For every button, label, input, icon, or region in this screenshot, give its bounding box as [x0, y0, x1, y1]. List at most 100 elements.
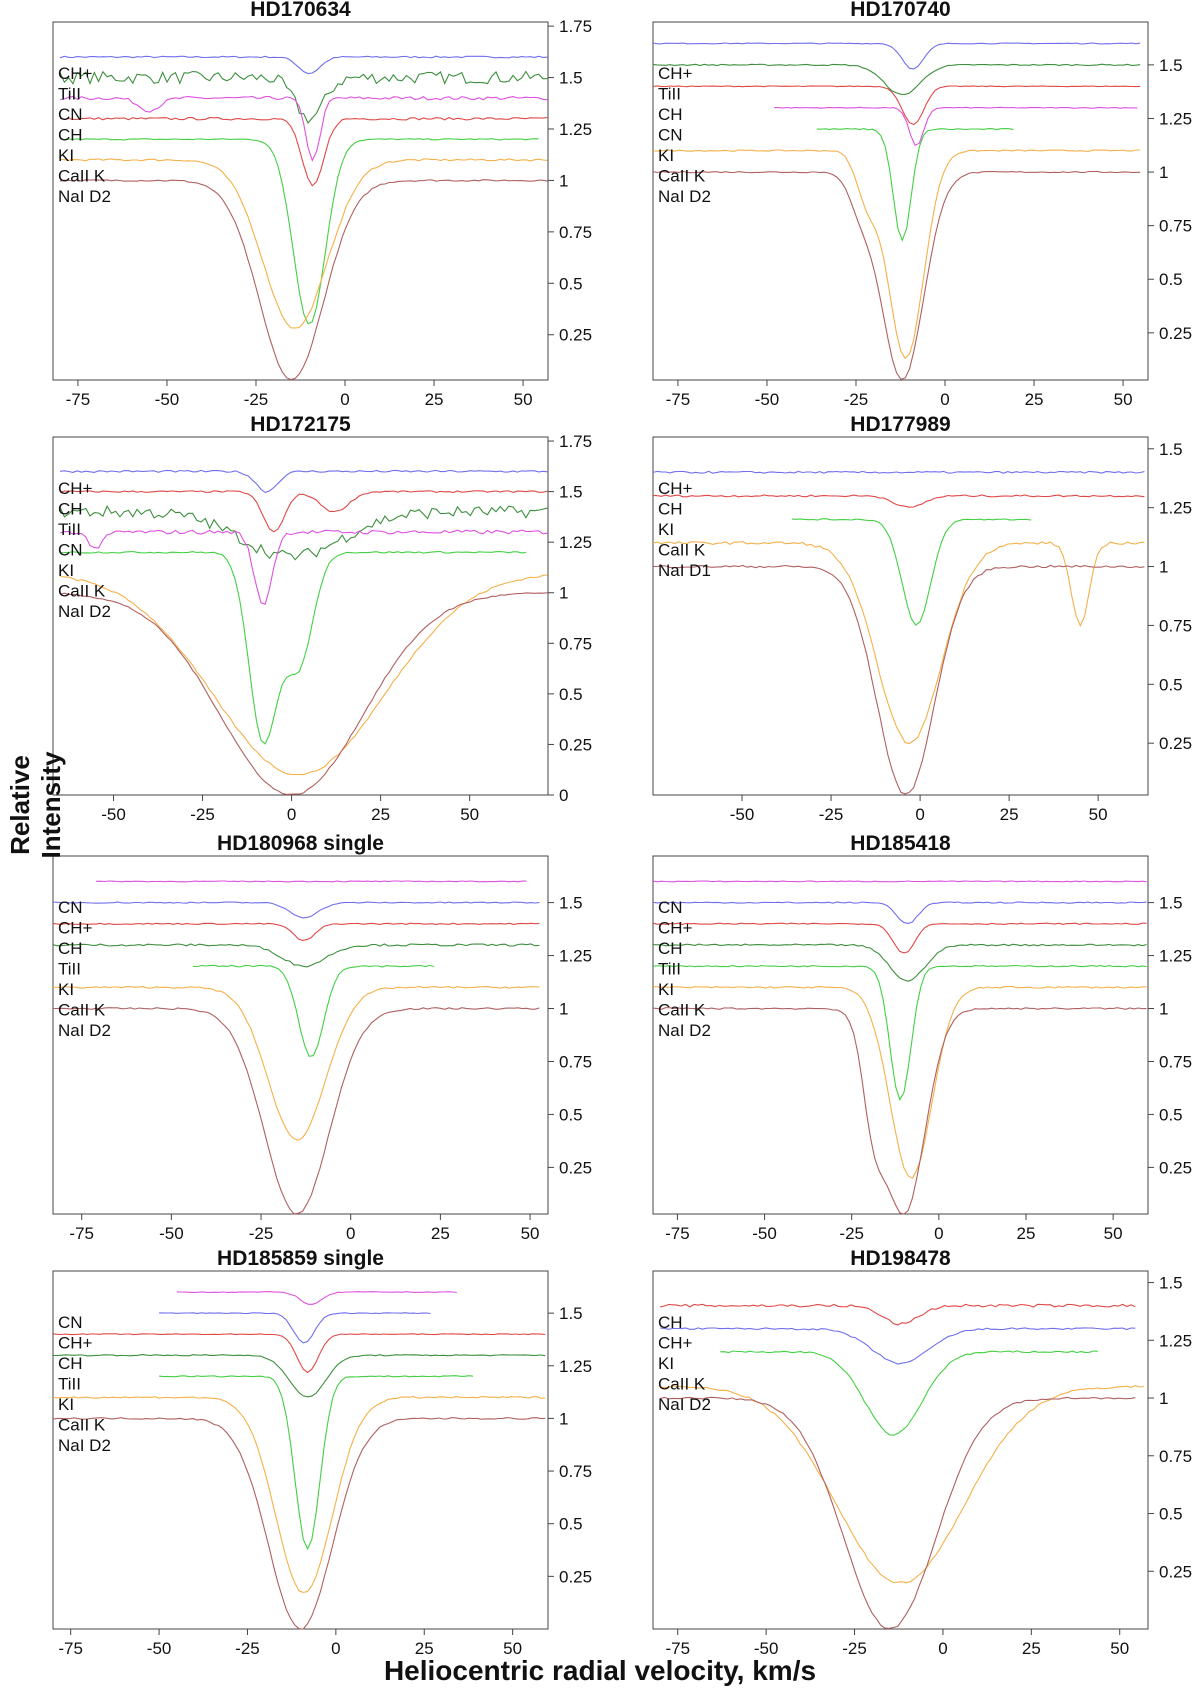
legend-label: TiII — [58, 960, 81, 979]
series-line-caii-k — [660, 1385, 1144, 1584]
y-tick-label: 0.25 — [559, 735, 592, 754]
series-line-caii-k — [60, 158, 548, 329]
series-line-ch- — [660, 1327, 1136, 1365]
legend-label: KI — [58, 146, 74, 165]
series-line-tiii — [652, 63, 1141, 95]
y-tick-label: 0.5 — [559, 685, 583, 704]
y-tick-label: 0.5 — [1159, 270, 1183, 289]
x-tick-label: 50 — [514, 390, 533, 409]
y-tick-label: 1.25 — [559, 120, 592, 139]
legend-label: CH+ — [58, 479, 93, 498]
series-line-ch — [59, 116, 548, 187]
series-line-nai-d1 — [652, 564, 1145, 795]
legend-label: CN — [58, 1313, 83, 1332]
legend-label: CH — [58, 126, 83, 145]
y-tick-label: 1.25 — [559, 1357, 592, 1376]
x-tick-label: -75 — [666, 390, 691, 409]
y-tick-label: 1.25 — [1159, 947, 1192, 966]
plot-frame — [652, 855, 1149, 1215]
series-line-tiii — [59, 504, 548, 561]
y-tick-label: 0.5 — [1159, 1105, 1183, 1124]
x-tick-label: -50 — [101, 805, 126, 824]
x-tick-label: -75 — [665, 1224, 690, 1243]
plot-frame — [52, 21, 549, 381]
x-tick-label: -75 — [69, 1224, 94, 1243]
x-tick-label: 25 — [1017, 1224, 1036, 1243]
series-line-ki — [653, 964, 1147, 1101]
series-line-ki — [60, 138, 539, 325]
y-tick-label: 0.25 — [559, 1158, 592, 1177]
x-tick-label: -25 — [249, 1224, 274, 1243]
series-line-nai-d2 — [59, 179, 548, 381]
y-tick-label: 1.25 — [559, 533, 592, 552]
series-line-ki — [60, 550, 526, 745]
legend-label: CH — [658, 500, 683, 519]
series-line-tiii — [59, 70, 548, 125]
panel-title: HD185859 single — [217, 1247, 384, 1270]
y-tick-label: 0.75 — [559, 1462, 592, 1481]
y-tick-label: 0.5 — [559, 274, 583, 293]
y-tick-label: 0.75 — [559, 1052, 592, 1071]
series-line-ch — [652, 494, 1145, 508]
x-tick-label: 0 — [934, 1224, 943, 1243]
y-tick-label: 1.5 — [1159, 894, 1183, 913]
x-tick-label: -50 — [159, 1224, 184, 1243]
y-tick-label: 1.5 — [559, 483, 583, 502]
x-tick-label: -50 — [755, 390, 780, 409]
series-line-caii-k — [52, 1395, 546, 1593]
x-tick-label: -50 — [752, 1224, 777, 1243]
legend-label: CH+ — [658, 919, 693, 938]
series-line-ki — [159, 1375, 474, 1551]
x-tick-label: 0 — [938, 1639, 947, 1658]
legend-label: NaI D2 — [58, 1021, 111, 1040]
series-line-nai-d2 — [652, 1007, 1147, 1215]
panel-4: HD180968 single -75 -50 -25 0 25 50 1.5 1.25 1 0.7… — [52, 832, 592, 1243]
legend-label: CH+ — [658, 479, 693, 498]
series-line-caii-k — [652, 541, 1145, 745]
plot-frame — [652, 436, 1149, 796]
panel-title: HD177989 — [850, 413, 950, 436]
panel-title: HD170740 — [850, 0, 950, 21]
legend-label: KI — [58, 561, 74, 580]
series-line-ch- — [60, 469, 548, 494]
panel-7: HD198478 -75 -50 -25 0 25 50 1.5 1.25 1 0.75 0.5 0.2… — [652, 1247, 1192, 1658]
legend-label: CH — [58, 500, 83, 519]
series-line-ch — [659, 1303, 1136, 1326]
y-tick-label: 1.25 — [559, 947, 592, 966]
legend-label: CaII K — [58, 1416, 106, 1435]
y-tick-label: 0.5 — [1159, 675, 1183, 694]
series-line-ch- — [652, 901, 1147, 924]
panel-title: HD185418 — [850, 832, 951, 855]
series-line-nai-d2 — [53, 1007, 540, 1215]
x-tick-label: -75 — [665, 1639, 690, 1658]
legend-label: KI — [658, 146, 674, 165]
panel-0: HD170634 -75 -50 -25 0 25 50 1.75 1.5 1.25 1 0.75 0.… — [52, 0, 592, 409]
legend-label: CH — [58, 1354, 83, 1373]
x-tick-label: 25 — [1025, 390, 1044, 409]
legend-label: NaI D1 — [658, 561, 711, 580]
y-tick-label: 1.75 — [559, 17, 592, 36]
legend-label: CH — [658, 105, 683, 124]
series-line-ki — [791, 518, 1032, 626]
y-tick-label: 0.5 — [1159, 1505, 1183, 1524]
y-tick-label: 0.25 — [1159, 324, 1192, 343]
series-line-nai-d2 — [52, 1417, 546, 1630]
panel-6: HD185859 single -75 -50 -25 0 25 50 1.5 1.25 1 0.7… — [52, 1247, 592, 1658]
plot-frame — [652, 21, 1149, 381]
legend-label: NaI D2 — [658, 1021, 711, 1040]
series-line-cn — [59, 529, 548, 605]
y-tick-label: 0.5 — [559, 1515, 583, 1534]
legend-label: CH — [658, 939, 683, 958]
x-tick-label: -25 — [842, 1639, 867, 1658]
y-tick-label: 1.5 — [1159, 440, 1183, 459]
series-line-caii-k — [652, 985, 1147, 1180]
x-tick-label: -75 — [66, 390, 91, 409]
legend-label: TiII — [58, 85, 81, 104]
series-line-ch — [652, 85, 1141, 126]
x-tick-label: 25 — [415, 1639, 434, 1658]
panel-title: HD172175 — [250, 413, 351, 436]
x-tick-label: 50 — [1114, 390, 1133, 409]
series-line-ch- — [652, 42, 1141, 70]
y-tick-label: 0 — [559, 786, 568, 805]
